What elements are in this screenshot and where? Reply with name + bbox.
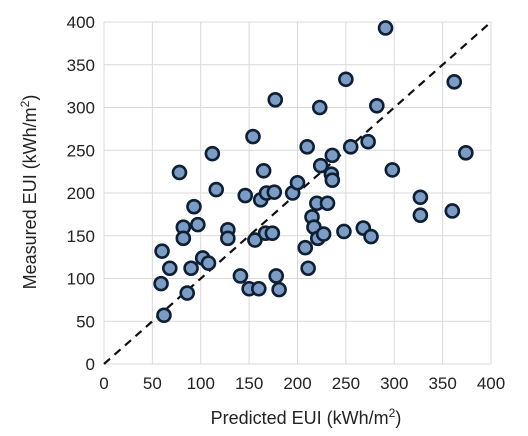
data-point xyxy=(412,207,429,224)
data-point xyxy=(312,157,329,174)
data-point xyxy=(444,203,461,219)
data-point xyxy=(384,162,401,178)
data-point xyxy=(299,139,315,155)
x-tick-label: 400 xyxy=(477,374,505,393)
data-point xyxy=(245,128,261,145)
data-point xyxy=(319,195,336,212)
y-tick-label: 400 xyxy=(67,13,95,32)
data-point xyxy=(315,226,332,242)
x-tick-label: 300 xyxy=(380,374,408,393)
data-point xyxy=(360,133,376,150)
x-tick-label: 0 xyxy=(99,374,108,393)
data-point xyxy=(255,162,272,179)
tick-labels: 0 50 100 150 200 250 300 350 400 0 50 100 150 200 250 3… xyxy=(67,13,506,393)
data-point xyxy=(200,255,217,271)
data-point xyxy=(338,71,354,88)
data-point xyxy=(268,268,285,284)
y-tick-label: 150 xyxy=(67,227,95,246)
y-tick-label: 350 xyxy=(67,56,95,75)
data-point xyxy=(186,198,202,215)
data-point xyxy=(250,280,267,297)
x-tick-label: 350 xyxy=(428,374,456,393)
data-point xyxy=(232,268,249,284)
x-axis-title: Predicted EUI (kWh/m2) xyxy=(211,406,402,428)
data-point xyxy=(220,230,236,247)
data-point xyxy=(183,260,199,277)
data-point xyxy=(311,99,328,116)
data-point xyxy=(264,225,281,241)
x-tick-label: 250 xyxy=(332,374,360,393)
data-point xyxy=(161,260,178,277)
data-point xyxy=(153,275,169,292)
y-tick-label: 100 xyxy=(67,270,95,289)
y-tick-label: 50 xyxy=(76,312,95,331)
data-points xyxy=(153,20,474,324)
data-point xyxy=(363,228,379,245)
y-tick-label: 300 xyxy=(67,99,95,118)
data-point xyxy=(154,243,170,259)
data-point xyxy=(369,97,385,114)
data-point xyxy=(297,239,314,256)
data-point xyxy=(179,285,196,301)
data-point xyxy=(156,307,172,324)
data-point xyxy=(300,260,316,277)
data-point xyxy=(267,92,284,108)
data-point xyxy=(324,172,341,188)
y-tick-label: 250 xyxy=(67,141,95,160)
data-point xyxy=(204,145,221,162)
data-point xyxy=(171,164,188,181)
data-point xyxy=(266,184,283,200)
x-tick-label: 150 xyxy=(235,374,263,393)
y-tick-label: 200 xyxy=(67,184,95,203)
data-point xyxy=(271,281,287,298)
x-tick-label: 200 xyxy=(283,374,311,393)
data-point xyxy=(324,147,341,164)
y-axis-title: Measured EUI (kWh/m2) xyxy=(18,95,40,290)
data-point xyxy=(175,230,192,247)
data-point xyxy=(342,139,359,155)
x-tick-label: 100 xyxy=(187,374,215,393)
x-tick-label: 50 xyxy=(143,374,162,393)
data-point xyxy=(446,74,463,90)
data-point xyxy=(208,181,225,198)
data-point xyxy=(289,174,306,191)
data-point xyxy=(458,145,474,161)
data-point xyxy=(336,223,352,240)
data-point xyxy=(377,20,394,36)
data-point xyxy=(247,232,263,248)
data-point xyxy=(237,187,254,204)
y-tick-label: 0 xyxy=(86,355,95,374)
data-point xyxy=(412,189,429,206)
data-point xyxy=(190,216,206,233)
